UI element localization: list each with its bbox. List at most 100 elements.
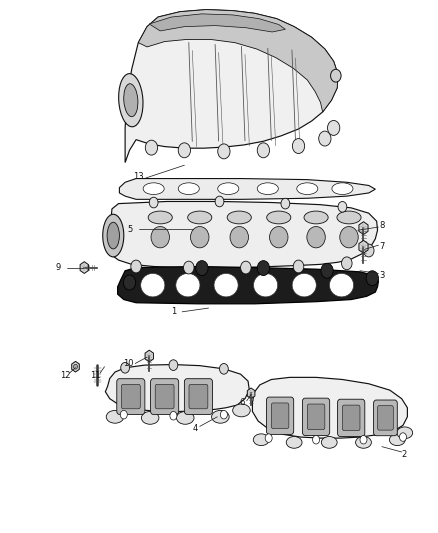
Ellipse shape <box>124 84 138 117</box>
Ellipse shape <box>151 227 169 248</box>
Ellipse shape <box>178 183 199 195</box>
Circle shape <box>215 196 223 207</box>
Circle shape <box>131 260 141 273</box>
Ellipse shape <box>389 434 404 446</box>
Polygon shape <box>252 377 406 438</box>
Ellipse shape <box>140 273 164 297</box>
Circle shape <box>257 261 269 276</box>
Ellipse shape <box>176 411 194 424</box>
Polygon shape <box>71 361 79 372</box>
Ellipse shape <box>217 183 238 195</box>
Circle shape <box>359 435 366 444</box>
Ellipse shape <box>306 227 325 248</box>
Ellipse shape <box>175 273 199 297</box>
Ellipse shape <box>253 273 277 297</box>
Circle shape <box>318 131 330 146</box>
Ellipse shape <box>286 437 301 448</box>
Ellipse shape <box>339 227 357 248</box>
Polygon shape <box>105 201 377 268</box>
Polygon shape <box>119 179 374 199</box>
Ellipse shape <box>336 211 360 224</box>
FancyBboxPatch shape <box>377 406 392 430</box>
Ellipse shape <box>230 227 248 248</box>
Polygon shape <box>145 350 153 362</box>
Text: 11: 11 <box>90 371 101 379</box>
Circle shape <box>337 201 346 212</box>
Text: 5: 5 <box>127 225 132 233</box>
Ellipse shape <box>148 211 172 224</box>
Ellipse shape <box>118 74 143 127</box>
Text: 9: 9 <box>55 263 60 272</box>
Circle shape <box>240 261 251 274</box>
Text: 12: 12 <box>60 371 70 379</box>
Ellipse shape <box>253 434 268 446</box>
Circle shape <box>312 435 319 444</box>
Ellipse shape <box>331 183 352 195</box>
Text: 13: 13 <box>133 173 143 181</box>
Ellipse shape <box>227 211 251 224</box>
Polygon shape <box>138 10 337 112</box>
Polygon shape <box>80 262 88 273</box>
FancyBboxPatch shape <box>307 404 324 430</box>
Ellipse shape <box>106 410 124 423</box>
FancyBboxPatch shape <box>117 378 145 415</box>
Circle shape <box>169 360 177 370</box>
Ellipse shape <box>303 211 327 224</box>
Circle shape <box>195 261 208 276</box>
FancyBboxPatch shape <box>155 384 173 409</box>
Ellipse shape <box>214 273 237 297</box>
Ellipse shape <box>187 211 211 224</box>
Ellipse shape <box>269 227 287 248</box>
FancyBboxPatch shape <box>337 399 364 437</box>
Circle shape <box>170 411 177 420</box>
Circle shape <box>292 139 304 154</box>
Circle shape <box>363 244 373 257</box>
Circle shape <box>280 198 289 209</box>
Circle shape <box>327 120 339 135</box>
Ellipse shape <box>190 227 208 248</box>
Circle shape <box>217 144 230 159</box>
Text: 7: 7 <box>378 242 384 251</box>
Polygon shape <box>358 240 367 253</box>
Ellipse shape <box>257 183 278 195</box>
Circle shape <box>330 69 340 82</box>
Circle shape <box>220 410 227 419</box>
Text: 1: 1 <box>170 308 176 316</box>
Circle shape <box>365 271 378 286</box>
Text: 3: 3 <box>378 271 384 280</box>
Circle shape <box>120 410 127 419</box>
Ellipse shape <box>296 183 317 195</box>
FancyBboxPatch shape <box>342 405 359 431</box>
FancyBboxPatch shape <box>271 403 288 429</box>
Polygon shape <box>105 365 249 411</box>
Text: 4: 4 <box>192 424 198 433</box>
FancyBboxPatch shape <box>121 384 140 409</box>
Polygon shape <box>125 10 337 163</box>
Circle shape <box>145 140 157 155</box>
FancyBboxPatch shape <box>266 397 293 434</box>
Ellipse shape <box>292 273 315 297</box>
Circle shape <box>293 260 303 273</box>
Ellipse shape <box>143 183 164 195</box>
Text: 2: 2 <box>400 450 406 458</box>
Circle shape <box>219 364 228 374</box>
Circle shape <box>320 263 332 278</box>
Circle shape <box>183 261 194 274</box>
Circle shape <box>341 257 351 270</box>
FancyBboxPatch shape <box>188 384 208 409</box>
Polygon shape <box>247 388 254 399</box>
Ellipse shape <box>232 404 250 417</box>
Circle shape <box>399 433 406 441</box>
Ellipse shape <box>211 410 229 423</box>
FancyBboxPatch shape <box>373 400 396 436</box>
Ellipse shape <box>321 437 336 448</box>
Ellipse shape <box>328 273 353 297</box>
Ellipse shape <box>266 211 290 224</box>
Ellipse shape <box>107 222 119 249</box>
Circle shape <box>149 197 158 208</box>
Text: 10: 10 <box>123 359 134 368</box>
Ellipse shape <box>355 437 371 448</box>
Ellipse shape <box>102 214 124 257</box>
FancyBboxPatch shape <box>184 378 212 415</box>
Ellipse shape <box>141 411 159 424</box>
